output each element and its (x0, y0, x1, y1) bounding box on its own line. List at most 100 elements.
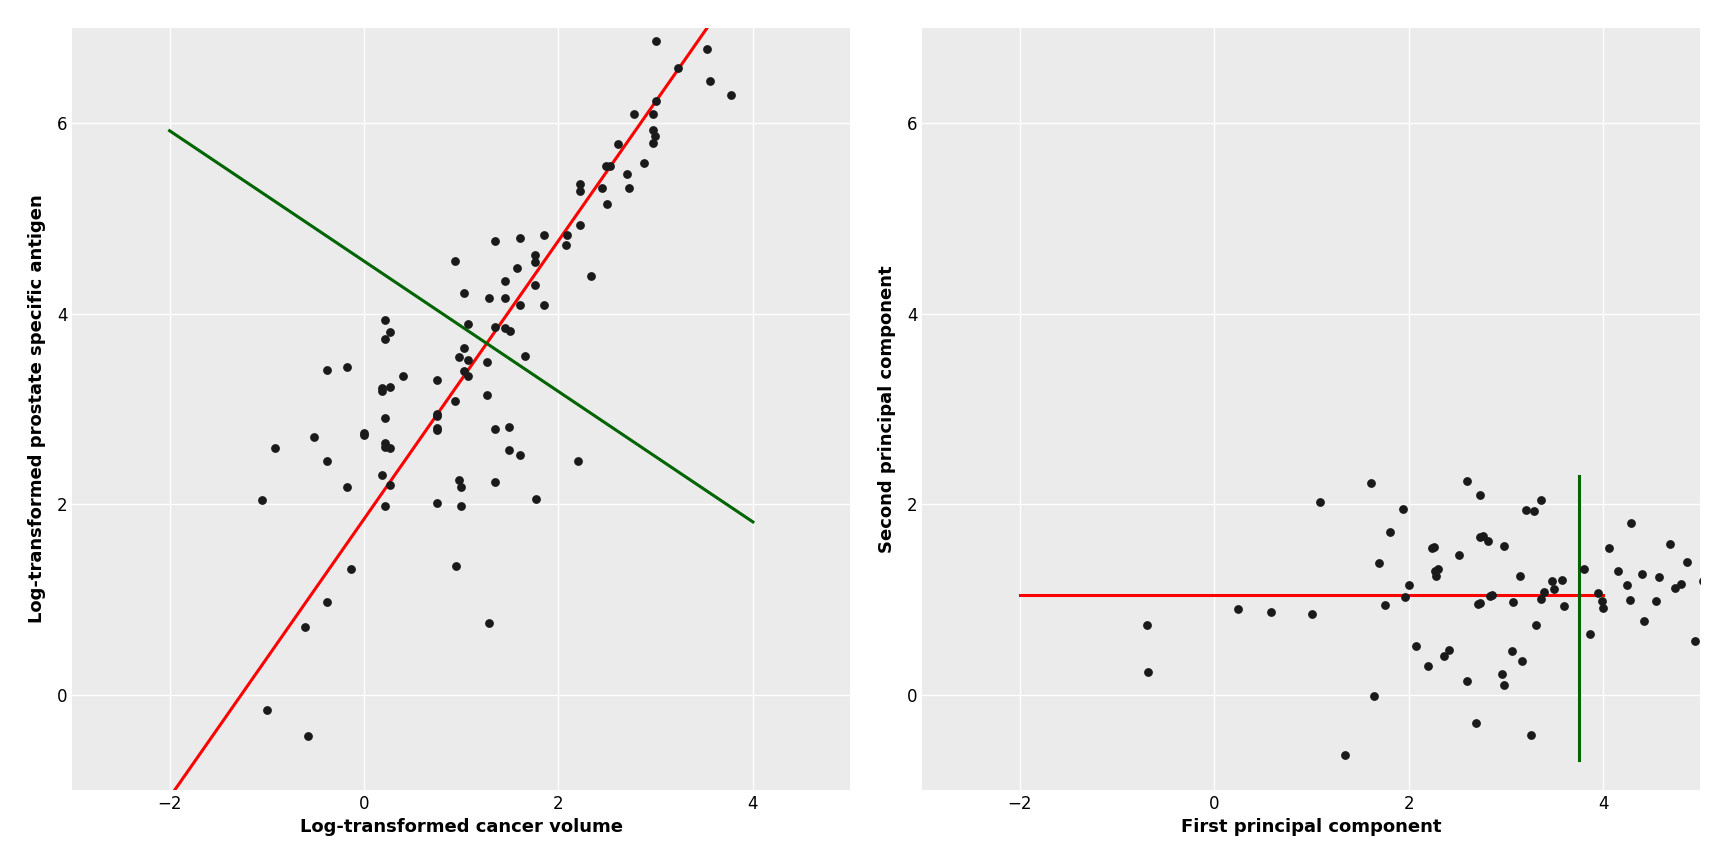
Point (639, 123, 667, 137)
Point (1134, 665, 1161, 679)
Point (292, 619, 320, 633)
Point (368, 384, 396, 398)
Point (1528, 493, 1555, 507)
Point (446, 351, 473, 365)
Point (1462, 716, 1490, 730)
Point (1394, 578, 1422, 592)
Point (631, 156, 658, 169)
Point (613, 167, 641, 181)
Point (313, 454, 340, 468)
Point (313, 363, 340, 377)
Point (294, 728, 321, 742)
Point (1419, 541, 1446, 555)
Point (1465, 596, 1493, 610)
Point (605, 137, 632, 151)
Point (1590, 600, 1617, 614)
Point (496, 420, 524, 434)
Point (1474, 535, 1502, 549)
Point (1529, 586, 1557, 600)
Point (1548, 573, 1576, 587)
Point (1403, 638, 1431, 652)
Point (593, 197, 620, 211)
Point (475, 291, 503, 305)
Point (664, 61, 691, 75)
Point (1595, 542, 1623, 556)
Point (368, 381, 396, 395)
Point (454, 353, 482, 367)
Point (423, 409, 451, 422)
Point (375, 380, 403, 394)
Point (1617, 593, 1645, 607)
Point (1681, 634, 1709, 648)
Point (473, 355, 501, 369)
Point (696, 74, 724, 88)
Point (563, 454, 591, 468)
Point (375, 326, 403, 340)
Point (1528, 592, 1555, 606)
Point (1464, 598, 1491, 612)
Y-axis label: Second principal component: Second principal component (878, 265, 895, 553)
Point (372, 436, 399, 450)
Point (451, 364, 479, 378)
Point (475, 616, 503, 630)
Point (639, 107, 667, 121)
Point (1617, 517, 1645, 530)
Point (1476, 589, 1503, 603)
Point (1507, 569, 1534, 583)
Point (1375, 525, 1403, 539)
Point (1445, 548, 1472, 562)
Point (1420, 540, 1448, 554)
Point (1718, 597, 1728, 611)
Point (448, 480, 475, 494)
Point (482, 475, 510, 489)
Point (372, 410, 399, 424)
Point (1604, 564, 1631, 578)
Point (423, 423, 451, 437)
Point (441, 254, 468, 268)
Point (1668, 577, 1695, 591)
Point (423, 422, 451, 435)
Point (1420, 564, 1448, 578)
Point (522, 248, 550, 262)
Point (1453, 473, 1481, 487)
Point (423, 373, 451, 387)
Point (482, 320, 510, 334)
Point (1298, 607, 1325, 620)
Point (454, 370, 482, 384)
Point (423, 497, 451, 511)
Point (1365, 556, 1393, 570)
Point (389, 369, 416, 383)
Point (1477, 588, 1505, 602)
Point (1519, 504, 1547, 518)
Point (1661, 581, 1688, 595)
Point (1585, 586, 1612, 600)
Point (451, 286, 479, 300)
Point (337, 562, 365, 576)
Point (553, 228, 581, 242)
Point (1491, 539, 1519, 553)
X-axis label: First principal component: First principal component (1182, 818, 1441, 836)
X-axis label: Log-transformed cancer volume: Log-transformed cancer volume (299, 818, 622, 836)
Point (693, 42, 721, 56)
Point (446, 473, 473, 486)
Point (567, 177, 594, 191)
Point (313, 595, 340, 609)
Point (577, 269, 605, 283)
Point (1628, 568, 1655, 581)
Point (442, 559, 470, 573)
Point (522, 255, 550, 269)
Point (1424, 562, 1452, 576)
Point (1522, 618, 1550, 632)
Point (1702, 592, 1728, 606)
Point (448, 499, 475, 512)
Point (506, 297, 534, 311)
Point (1645, 570, 1673, 584)
Point (1540, 582, 1567, 596)
Point (1550, 600, 1578, 613)
Point (1358, 476, 1386, 490)
Point (717, 89, 745, 103)
Point (511, 349, 539, 363)
Point (482, 422, 510, 436)
Point (1538, 575, 1566, 588)
Point (553, 238, 581, 252)
